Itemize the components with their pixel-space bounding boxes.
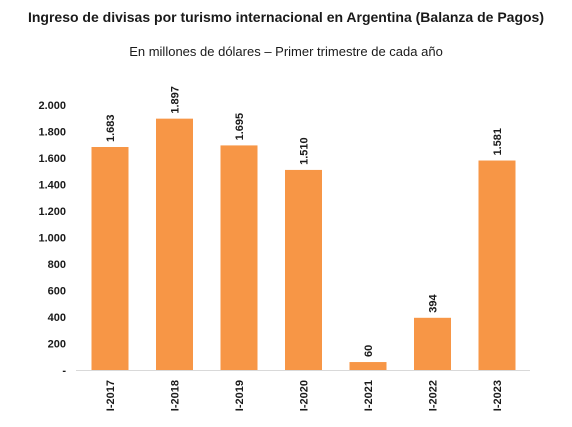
x-tick-label: I-2023 <box>492 380 504 411</box>
data-label: 1.510 <box>299 137 311 165</box>
bar <box>220 145 258 370</box>
y-tick-label: 800 <box>48 259 66 271</box>
data-label: 1.897 <box>170 86 182 114</box>
y-tick-label: 1.400 <box>38 180 66 192</box>
data-label: 394 <box>428 294 440 313</box>
y-tick-label: 1.800 <box>38 127 66 139</box>
bar <box>349 362 387 370</box>
x-tick-label: I-2022 <box>428 380 440 411</box>
bar <box>414 317 451 370</box>
data-label: 1.695 <box>234 113 246 141</box>
chart-subtitle: En millones de dólares – Primer trimestr… <box>129 44 443 59</box>
y-tick-label: 1.600 <box>38 153 66 165</box>
bar <box>91 147 129 370</box>
x-tick-label: I-2019 <box>234 380 246 411</box>
x-tick-label: I-2021 <box>363 380 375 411</box>
data-label: 60 <box>363 345 375 357</box>
x-tick-label: I-2017 <box>105 380 117 411</box>
y-tick-label: 2.000 <box>38 100 66 112</box>
chart-title: Ingreso de divisas por turismo internaci… <box>27 9 545 25</box>
data-label: 1.683 <box>105 114 117 142</box>
y-tick-label: 1.000 <box>38 233 66 245</box>
bar <box>478 160 516 370</box>
y-tick-label: 600 <box>48 286 66 298</box>
y-tick-label: 400 <box>48 312 66 324</box>
x-tick-label: I-2018 <box>170 380 182 411</box>
bar <box>285 169 322 370</box>
y-tick-label: 200 <box>48 339 66 351</box>
x-tick-label: I-2020 <box>299 380 311 411</box>
y-tick-label: - <box>62 365 66 377</box>
data-label: 1.581 <box>492 128 504 156</box>
y-tick-label: 1.200 <box>38 206 66 218</box>
bar <box>156 118 193 371</box>
